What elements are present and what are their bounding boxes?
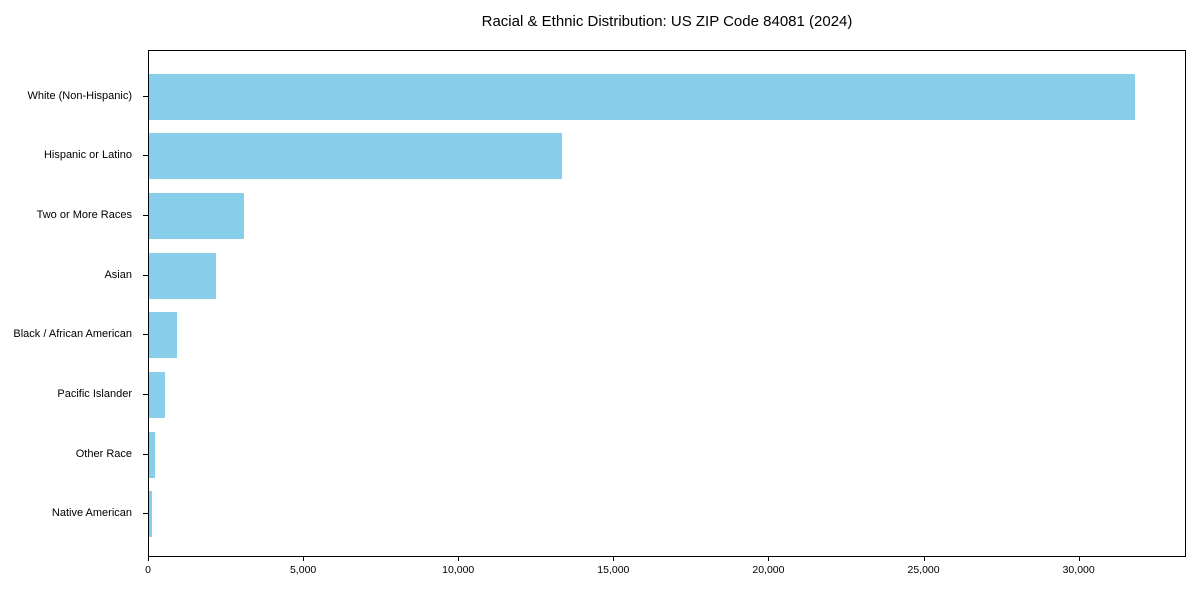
y-axis-label: Native American [51,507,132,520]
y-tick-mark [143,95,148,97]
y-tick-mark [143,214,148,216]
x-tick-label: 15,000 [597,564,630,576]
bar-black-african-american [149,312,178,359]
y-axis-label: Other Race [75,447,132,460]
y-tick-mark [143,394,148,395]
x-tick-mark [613,557,615,561]
bar-row [149,252,1185,299]
bar-hispanic-or-latino [149,133,563,180]
y-tick-mark [143,155,148,157]
bar-white-non-hispanic [149,73,1136,120]
y-axis-label: White (Non-Hispanic) [27,89,132,102]
x-tick-mark [148,557,149,561]
bar-native-american [149,491,152,538]
bar-two-or-more-races [149,192,245,239]
x-tick-label: 30,000 [1062,564,1095,576]
x-tick-mark [923,557,925,561]
y-axis-label: Black / African American [13,328,132,341]
bar-pacific-islander [149,372,166,418]
bar-row [149,491,1185,538]
bar-asian [149,252,216,299]
y-tick-mark [143,453,148,455]
x-tick-mark [458,557,460,561]
x-tick-mark [303,557,305,561]
y-axis-labels: White (Non-Hispanic) Hispanic or Latino Tw… [0,50,140,557]
x-tick-label: 5,000 [289,564,317,576]
x-tick-label: 20,000 [752,564,785,576]
x-tick-mark [768,557,770,561]
y-tick-mark [143,334,148,336]
x-tick-mark [1078,557,1080,561]
bar-row [149,73,1185,120]
bar-row [149,372,1185,418]
y-axis-label: Hispanic or Latino [43,149,132,162]
bar-row [149,431,1185,478]
y-tick-mark [143,513,148,515]
bar-row [149,312,1185,359]
y-axis-label: Pacific Islander [57,388,132,400]
y-axis-label: Asian [104,268,132,281]
bar-row [149,192,1185,239]
bar-row [149,133,1185,180]
x-tick-label: 0 [145,564,151,576]
bar-other-race [149,431,156,478]
y-tick-mark [143,274,148,276]
x-tick-label: 10,000 [442,564,475,576]
x-axis-ticks: 0 5,000 10,000 15,000 20,000 25,000 30,000 [145,557,1186,587]
x-tick-label: 25,000 [907,564,940,576]
chart-title: Racial & Ethnic Distribution: US ZIP Cod… [481,13,853,30]
plot-area [148,50,1186,557]
y-axis-label: Two or More Races [36,208,132,221]
